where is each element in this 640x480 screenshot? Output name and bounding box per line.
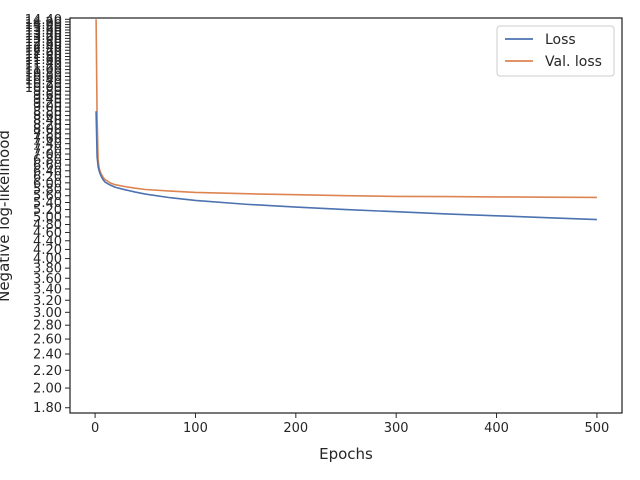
y-tick-label: 3.00 [33,306,62,321]
x-tick-label: 0 [91,421,99,436]
y-tick-label: 14.20 [25,15,62,30]
y-tick-label: 10.40 [25,74,62,89]
y-tick-label: 3.20 [33,294,62,309]
y-tick-label: 9.20 [33,96,62,111]
series-line-loss [95,111,597,221]
y-tick-label: 4.00 [33,252,62,267]
y-tick-label: 5.00 [33,210,62,225]
y-tick-label: 12.80 [25,35,62,50]
y-tick-label: 11.80 [25,50,62,65]
y-tick-label: 12.60 [25,38,62,53]
legend-entry: Loss [545,32,576,48]
y-tick-label: 11.60 [25,53,62,68]
y-tick-label: 4.20 [33,243,62,258]
y-tick-label: 10.00 [25,81,62,96]
x-tick-label: 500 [584,421,609,436]
y-tick-label: 4.80 [33,218,62,233]
y-tick-label: 5.60 [33,189,62,204]
y-tick-label: 13.00 [25,32,62,47]
plot-area [69,17,623,414]
y-axis-label: Negative log-likelihood [0,130,13,302]
y-tick-label: 10.20 [25,77,62,92]
y-tick-label: 2.60 [33,333,62,348]
y-tick-label: 7.60 [33,132,62,147]
y-tick-label: 6.20 [33,170,62,185]
x-axis-label: Epochs [319,445,373,463]
y-tick-label: 1.80 [33,401,62,416]
y-tick-label: 10.80 [25,67,62,82]
y-tick-label: 12.20 [25,44,62,59]
y-tick-label: 8.40 [33,113,62,128]
legend: Loss Val. loss [496,25,615,77]
y-tick-label: 4.60 [33,226,62,241]
y-tick-label: 8.60 [33,109,62,124]
y-tick-label: 12.00 [25,47,62,62]
y-tick-label: 9.00 [33,101,62,116]
y-tick-label: 6.00 [33,176,62,191]
series-layer [95,19,597,221]
y-tick-label: 11.40 [25,56,62,71]
y-tick-label: 7.40 [33,137,62,152]
x-tick-label: 300 [384,421,409,436]
x-tick-label: 200 [283,421,308,436]
y-tick-label: 9.40 [33,92,62,107]
y-axis-ticks: 1.80 2.00 2.20 2.402.602.803.003.203.403.60… [25,13,70,416]
plot-frame [69,17,623,414]
x-axis-ticks: 0 100 200 300 400 500 [91,413,609,436]
y-tick-label: 2.00 [33,382,62,397]
y-tick-label: 8.20 [33,118,62,133]
y-tick-label: 2.20 [33,364,62,379]
y-tick-label: 9.60 [33,89,62,104]
y-tick-label: 13.40 [25,26,62,41]
y-tick-label: 2.80 [33,319,62,334]
x-tick-label: 100 [183,421,208,436]
y-tick-label: 6.80 [33,153,62,168]
y-tick-label: 7.80 [33,127,62,142]
y-tick-label: 7.20 [33,142,62,157]
y-tick-label: 3.80 [33,262,62,277]
y-tick-label: 5.40 [33,196,62,211]
y-tick-label: 4.40 [33,234,62,249]
y-tick-label: 3.60 [33,272,62,287]
y-tick-label: 6.60 [33,159,62,174]
y-tick-label: 8.00 [33,123,62,138]
y-tick-label: 5.20 [33,203,62,218]
x-tick-label: 400 [484,421,509,436]
y-tick-label: 13.60 [25,23,62,38]
y-tick-label: 3.40 [33,282,62,297]
y-tick-label: 2.40 [33,347,62,362]
y-tick-label: 6.40 [33,164,62,179]
y-tick-label: 14.40 [25,13,62,28]
y-tick-label: 12.40 [25,41,62,56]
y-tick-label: 9.80 [33,85,62,100]
y-tick-label: 11.00 [25,63,62,78]
y-tick-label: 10.60 [25,70,62,85]
y-tick-label: 7.00 [33,148,62,163]
legend-entry: Val. loss [545,54,602,70]
y-tick-label: 14.00 [25,18,62,33]
y-tick-label: 13.80 [25,21,62,36]
y-tick-label: 8.80 [33,105,62,120]
y-tick-label: 5.80 [33,183,62,198]
y-tick-label: 13.20 [25,29,62,44]
y-tick-label: 11.20 [25,60,62,75]
